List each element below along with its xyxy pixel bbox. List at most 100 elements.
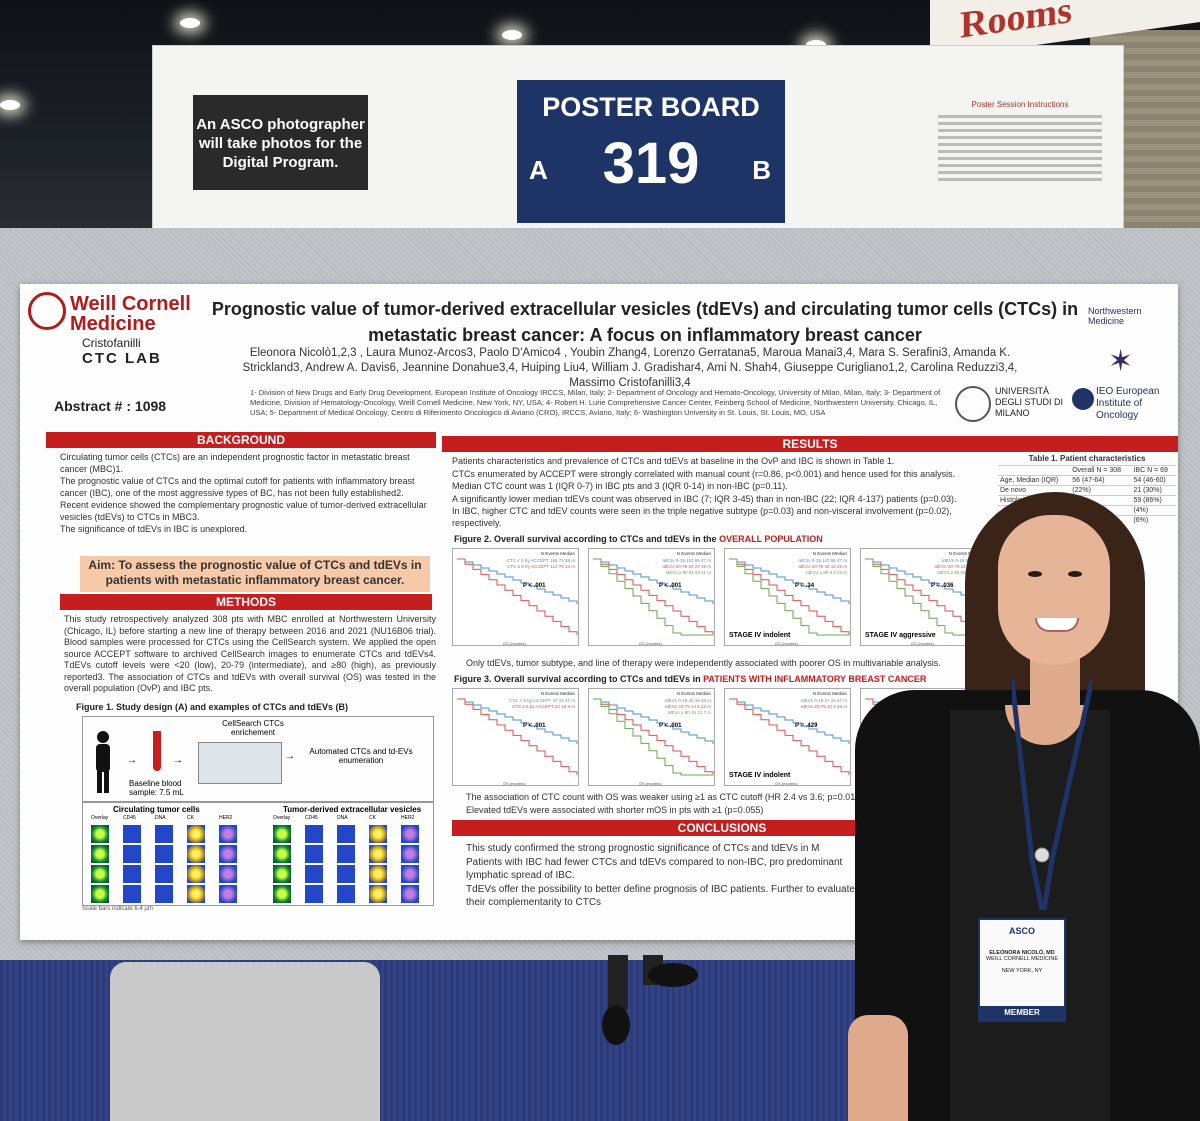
microscopy-cell bbox=[401, 825, 419, 843]
km-plot: N Events Median tdEVs 0-19 40 19 33 m tdEV… bbox=[588, 688, 715, 786]
figure2-km-panels: N Events Median CTC < 5 by ACCEPT 196 74 … bbox=[452, 548, 992, 648]
cornell-seal-icon bbox=[28, 292, 66, 330]
background-bullet: Circulating tumor cells (CTCs) are an in… bbox=[60, 452, 410, 474]
results-bullet: CTCs enumerated by ACCEPT were strongly … bbox=[452, 468, 956, 479]
km-legend-entry: CTC ≥ 5 by ACCEPT 112 76 14 m bbox=[507, 564, 575, 569]
km-legend-header: N Events Median bbox=[812, 551, 847, 556]
microscopy-cell bbox=[187, 885, 205, 903]
badge-org: ASCO bbox=[1008, 926, 1035, 936]
channel-label: CK bbox=[187, 815, 194, 821]
board-side-b: B bbox=[752, 155, 771, 185]
microscopy-cell bbox=[91, 885, 109, 903]
microscopy-cell bbox=[305, 885, 323, 903]
figure3-caption-highlight: PATIENTS WITH INFLAMMATORY BREAST CANCER bbox=[703, 674, 927, 684]
board-side-a: A bbox=[529, 155, 548, 185]
microscopy-cell bbox=[337, 825, 355, 843]
figure1a-panel: → → CellSearch CTCs enrichement → Automa… bbox=[82, 716, 434, 802]
km-curve bbox=[457, 558, 578, 604]
km-axis-label: OS (months) bbox=[911, 641, 934, 646]
table-row: De novo (22%) 21 (30%) bbox=[998, 485, 1176, 496]
microscopy-cell bbox=[123, 845, 141, 863]
ceiling-light bbox=[502, 30, 522, 40]
km-p-value: P < .001 bbox=[523, 723, 546, 729]
figure2-caption-highlight: OVERALL POPULATION bbox=[719, 534, 823, 544]
km-curve bbox=[593, 558, 713, 636]
km-legend-entry: tdEVs 0-19 153 59 47 m bbox=[662, 558, 711, 563]
microscopy-cell bbox=[91, 825, 109, 843]
km-curve bbox=[457, 698, 578, 775]
km-legend-header: N Events Median bbox=[676, 551, 711, 556]
person-hand bbox=[848, 1015, 908, 1121]
microscopy-cell bbox=[219, 825, 237, 843]
poster-affiliations: 1- Division of New Drugs and Early Drug … bbox=[250, 388, 941, 417]
km-curve bbox=[729, 558, 850, 604]
km-stage-label: STAGE IV indolent bbox=[729, 632, 791, 639]
ctc-images-title: Circulating tumor cells bbox=[113, 805, 200, 814]
km-stage-label: STAGE IV indolent bbox=[729, 772, 791, 779]
figure3-list: The association of CTC count with OS was… bbox=[466, 792, 986, 817]
wcm-logo-line2: Medicine bbox=[70, 313, 156, 335]
board-number-sign: POSTER BOARD 319 A B bbox=[517, 80, 785, 223]
channel-label: Overlay bbox=[273, 815, 291, 821]
badge-role: MEMBER bbox=[980, 1006, 1064, 1020]
km-curve bbox=[729, 558, 850, 635]
microscopy-cell bbox=[155, 845, 173, 863]
km-plot: N Events Median tdEVs 0-19 147 56 47 m tdE… bbox=[724, 548, 851, 646]
session-instructions: Poster Session Instructions bbox=[930, 100, 1110, 220]
microscopy-cell bbox=[219, 885, 237, 903]
methods-header: METHODS bbox=[60, 594, 432, 610]
table1-title: Table 1. Patient characteristics bbox=[1028, 454, 1146, 463]
ieo-logo: IEO European Institute of Oncology bbox=[1096, 386, 1160, 421]
microscopy-cell bbox=[305, 845, 323, 863]
arrow-icon: → bbox=[285, 751, 295, 762]
km-p-value: P < .001 bbox=[659, 583, 682, 589]
results-list: Patients characteristics and prevalence … bbox=[452, 456, 992, 530]
km-curve bbox=[593, 558, 714, 635]
lab-name: Cristofanilli bbox=[82, 336, 141, 350]
microscopy-cell bbox=[187, 825, 205, 843]
board-title: POSTER BOARD bbox=[542, 92, 760, 122]
tdev-images-title: Tumor-derived extracellular vesicles bbox=[283, 805, 422, 814]
name-badge: ASCO ELEONORA NICOLÒ, MD WEILL CORNELL M… bbox=[978, 918, 1066, 1022]
microscopy-cell bbox=[369, 865, 387, 883]
km-p-value: P < .001 bbox=[659, 723, 682, 729]
microscopy-cell bbox=[155, 885, 173, 903]
km-curve bbox=[593, 698, 714, 775]
microscopy-cell bbox=[273, 865, 291, 883]
km-curves bbox=[457, 558, 578, 635]
channel-label: CD45 bbox=[123, 815, 136, 821]
badge-city: NEW YORK, NY bbox=[1001, 968, 1043, 974]
km-legend-header: N Events Median bbox=[540, 691, 575, 696]
km-legend-entry: tdEVs ≥ 80 82 61 10 m bbox=[937, 570, 983, 575]
km-curve bbox=[593, 698, 713, 776]
microscopy-cell bbox=[273, 845, 291, 863]
km-plot: N Events Median CTC < 5 by ACCEPT 47 19 4… bbox=[452, 688, 579, 786]
microscopy-cell bbox=[91, 865, 109, 883]
microscopy-cell bbox=[401, 865, 419, 883]
conclusions-bullet: This study confirmed the strong prognost… bbox=[466, 843, 820, 854]
results-bullet: A significantly lower median tdEVs count… bbox=[452, 493, 957, 504]
microscopy-cell bbox=[123, 885, 141, 903]
km-curve bbox=[457, 698, 578, 744]
conclusions-bullet: Patients with IBC had fewer CTCs and tdE… bbox=[466, 857, 843, 881]
arrow-icon: → bbox=[173, 755, 183, 766]
km-curve bbox=[729, 558, 849, 636]
instructions-lines bbox=[930, 115, 1110, 181]
km-legend-entry: tdEVs 20-79 64 27 29 m bbox=[662, 564, 711, 569]
km-p-value: P = .036 bbox=[931, 583, 954, 589]
ceiling-light bbox=[0, 100, 20, 110]
km-legend-header: N Events Median bbox=[948, 551, 983, 556]
km-legend-entry: CTC < 5 by ACCEPT 47 19 47 m bbox=[509, 698, 575, 703]
chair bbox=[110, 962, 380, 1121]
badge-name: ELEONORA NICOLÒ, MD bbox=[989, 950, 1055, 956]
microscopy-cell bbox=[273, 885, 291, 903]
table-header-cell: Overall N = 308 bbox=[1070, 465, 1132, 476]
km-axis-label: OS (months) bbox=[503, 641, 526, 646]
microscopy-cell bbox=[155, 865, 173, 883]
lab-logo: CTC LAB bbox=[82, 350, 162, 367]
km-legend-header: N Events Median bbox=[812, 691, 847, 696]
microscopy-cell bbox=[155, 825, 173, 843]
table-header-row: Overall N = 308 IBC N = 69 bbox=[998, 465, 1176, 476]
km-axis-label: OS (months) bbox=[775, 781, 798, 786]
baseline-blood-label: Baseline blood sample: 7.5 mL bbox=[129, 779, 184, 797]
